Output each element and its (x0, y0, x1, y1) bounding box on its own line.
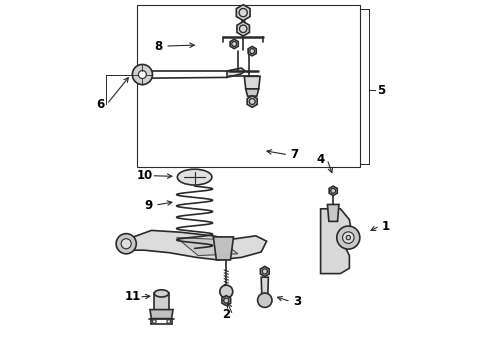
Polygon shape (176, 238, 238, 256)
Circle shape (139, 71, 147, 78)
Text: 3: 3 (293, 295, 301, 308)
Ellipse shape (154, 290, 169, 297)
Text: 1: 1 (382, 220, 390, 233)
Polygon shape (222, 296, 231, 306)
Polygon shape (230, 39, 238, 49)
Text: 6: 6 (96, 98, 104, 111)
Ellipse shape (177, 169, 212, 185)
Polygon shape (154, 293, 169, 310)
Text: 7: 7 (291, 148, 299, 161)
Polygon shape (227, 68, 245, 77)
Text: 9: 9 (145, 199, 153, 212)
Text: 11: 11 (124, 291, 141, 303)
Text: 10: 10 (137, 169, 153, 182)
Text: 4: 4 (317, 153, 325, 166)
Polygon shape (150, 310, 173, 319)
Circle shape (116, 234, 136, 254)
Circle shape (220, 285, 233, 298)
Polygon shape (320, 209, 351, 274)
Circle shape (337, 226, 360, 249)
Polygon shape (121, 230, 267, 260)
Polygon shape (248, 46, 256, 56)
Polygon shape (237, 22, 249, 36)
Circle shape (152, 320, 156, 323)
Text: 8: 8 (154, 40, 163, 53)
Circle shape (343, 232, 354, 243)
Polygon shape (247, 96, 257, 107)
Polygon shape (261, 266, 269, 276)
Polygon shape (213, 237, 233, 260)
Circle shape (121, 239, 131, 249)
Circle shape (167, 320, 171, 323)
Text: 5: 5 (377, 84, 385, 96)
Polygon shape (329, 186, 337, 195)
Polygon shape (245, 76, 260, 89)
Circle shape (132, 64, 152, 85)
Circle shape (346, 235, 350, 240)
Bar (137, 5, 360, 167)
Polygon shape (245, 89, 259, 96)
Polygon shape (236, 5, 250, 21)
Polygon shape (327, 204, 339, 221)
Circle shape (258, 293, 272, 307)
Polygon shape (261, 277, 269, 299)
Text: 2: 2 (222, 309, 230, 321)
